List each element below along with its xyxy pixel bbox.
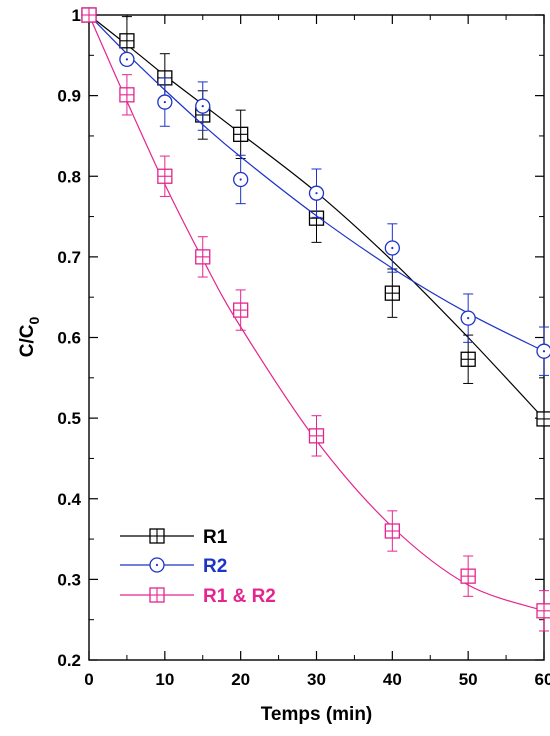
data-point-dot-r2: [125, 58, 129, 61]
y-tick-label: 0.6: [57, 329, 81, 348]
data-point-dot-r2: [163, 100, 166, 104]
data-point-dot-r2: [239, 178, 242, 181]
y-tick-label: 0.2: [57, 651, 81, 670]
y-tick-label: 0.3: [57, 570, 81, 589]
y-tick-label: 0.5: [57, 409, 81, 428]
y-tick-label: 1: [72, 6, 81, 25]
legend-label-r1: R1: [203, 527, 228, 548]
legend-label-r2: R2: [203, 556, 227, 577]
y-tick-label: 0.8: [57, 167, 81, 186]
y-axis-title-subscript: 0: [26, 317, 42, 325]
axis-ticks: 0 10 20 30 40 50 60 0.2 0.3 0.4 0.5 0.6 0.7 0.8 0.9 1: [57, 6, 550, 689]
x-tick-label: 50: [459, 670, 478, 689]
series-r1-r2: [81, 7, 550, 632]
x-tick-label: 20: [231, 670, 250, 689]
legend-marker-r2-dot: [155, 563, 159, 567]
x-axis-title: Temps (min): [261, 704, 373, 725]
data-point-dot-r2: [315, 192, 318, 195]
series-layer: [81, 7, 550, 632]
y-axis-title-main: C/C: [17, 324, 38, 357]
series-r2: [81, 7, 550, 376]
legend-item-r1: R1: [120, 527, 228, 548]
x-tick-label: 40: [383, 670, 402, 689]
fit-line-r2: [88, 14, 545, 352]
x-tick-label: 10: [155, 670, 174, 689]
fit-line-r1: [88, 14, 545, 420]
x-tick-label: 30: [307, 670, 326, 689]
legend-item-r1-r2: R1 & R2: [120, 586, 276, 607]
y-tick-label: 0.4: [57, 490, 81, 509]
data-point-dot-r2: [542, 350, 546, 353]
x-tick-label: 60: [535, 670, 550, 689]
data-point-dot-r2: [201, 105, 204, 108]
fit-line-r1-r2: [88, 14, 545, 612]
y-tick-label: 0.7: [57, 248, 81, 267]
legend-item-r2: R2: [120, 556, 227, 577]
data-point-dot-r2: [467, 317, 470, 320]
legend: R1 R2 R1 & R2: [120, 527, 276, 607]
legend-label-r1-r2: R1 & R2: [203, 586, 276, 607]
y-tick-label: 0.9: [57, 87, 81, 106]
y-axis-title: C/C0: [17, 317, 42, 358]
x-tick-label: 0: [84, 670, 93, 689]
data-point-dot-r2: [391, 246, 394, 250]
